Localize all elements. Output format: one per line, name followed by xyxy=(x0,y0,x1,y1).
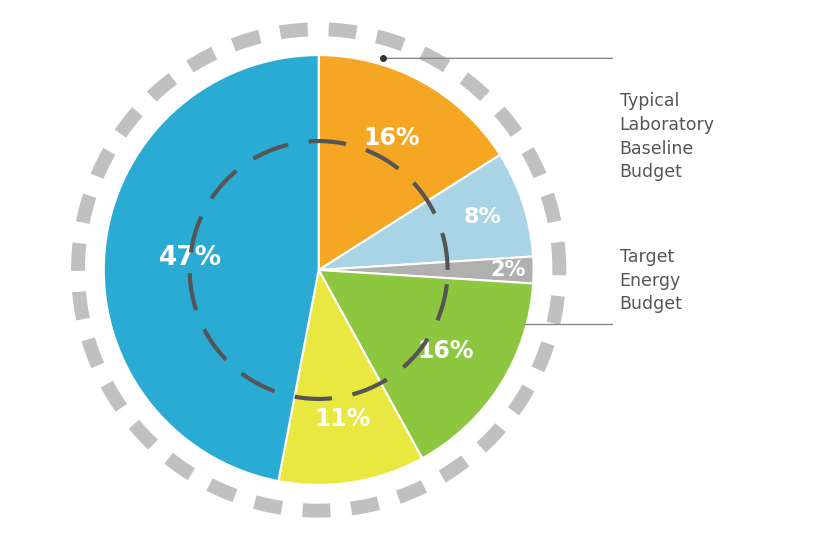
Text: Target
Energy
Budget: Target Energy Budget xyxy=(619,248,681,313)
Text: 11%: 11% xyxy=(314,407,370,430)
Text: 8%: 8% xyxy=(463,207,500,227)
Wedge shape xyxy=(278,270,422,485)
Text: 2%: 2% xyxy=(490,260,525,280)
Wedge shape xyxy=(319,270,532,458)
Wedge shape xyxy=(319,256,533,284)
Text: 16%: 16% xyxy=(417,339,473,362)
Wedge shape xyxy=(319,155,532,270)
Wedge shape xyxy=(319,55,500,270)
Text: Typical
Laboratory
Baseline
Budget: Typical Laboratory Baseline Budget xyxy=(619,92,713,181)
Text: 47%: 47% xyxy=(159,245,222,271)
Wedge shape xyxy=(104,55,319,481)
Text: 16%: 16% xyxy=(363,126,419,150)
